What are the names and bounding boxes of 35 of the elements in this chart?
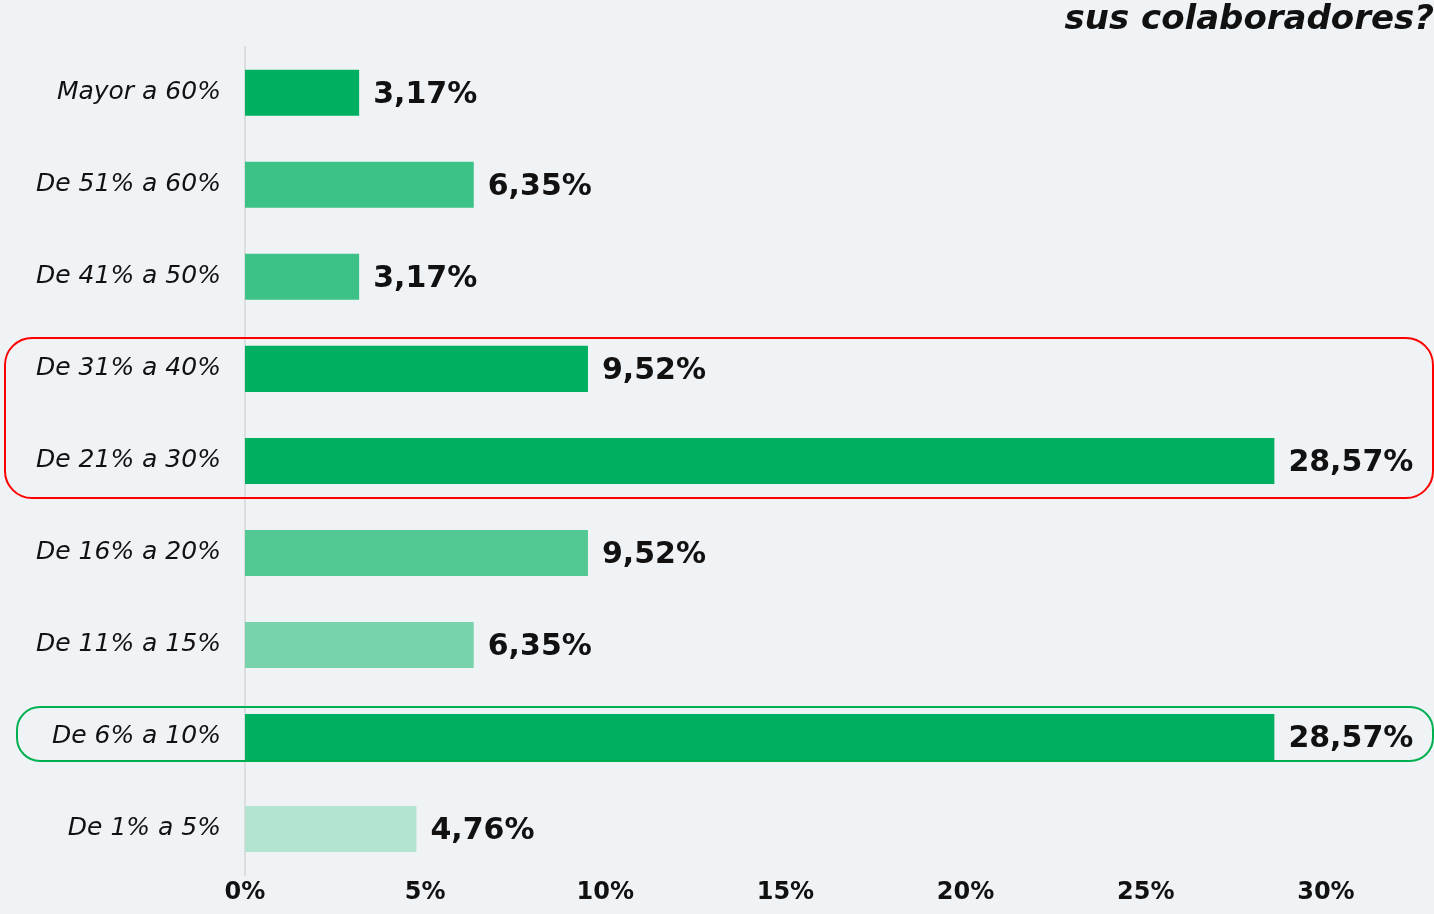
y-tick-label: De 41% a 50% [35,260,221,290]
bar [244,621,474,668]
bar [244,805,417,852]
y-tick-label: De 16% a 20% [35,536,221,566]
chart-title: sus colaboradores? [1064,0,1434,38]
bar [244,713,1275,760]
x-tick-label: 0% [224,876,266,905]
data-label: 4,76% [430,810,535,846]
x-tick-label: 25% [1117,876,1175,905]
data-label: 6,35% [487,166,592,202]
data-label: 28,57% [1288,442,1414,478]
bar [244,437,1275,484]
data-label: 9,52% [601,350,707,386]
y-tick-label: De 31% a 40% [35,352,221,382]
y-tick-label: De 51% a 60% [35,168,221,198]
y-tick-label: De 6% a 10% [51,720,221,750]
y-tick-label: De 21% a 30% [35,444,221,474]
y-tick-label: De 1% a 5% [67,812,221,842]
x-tick-label: 20% [936,876,995,905]
x-tick-label: 30% [1297,876,1355,905]
x-tick-label: 10% [576,876,634,905]
y-tick-label: Mayor a 60% [56,76,221,106]
data-label: 3,17% [373,74,478,110]
bar [244,345,588,392]
data-label: 9,52% [601,534,707,570]
bar [244,529,588,576]
y-tick-label: De 11% a 15% [35,628,221,658]
data-label: 3,17% [373,258,478,294]
data-label: 28,57% [1288,718,1414,754]
data-label: 6,35% [487,626,592,662]
bar [244,161,474,208]
bar [244,253,360,300]
x-tick-label: 5% [404,876,446,905]
x-tick-label: 15% [756,876,815,905]
bar [244,69,360,116]
